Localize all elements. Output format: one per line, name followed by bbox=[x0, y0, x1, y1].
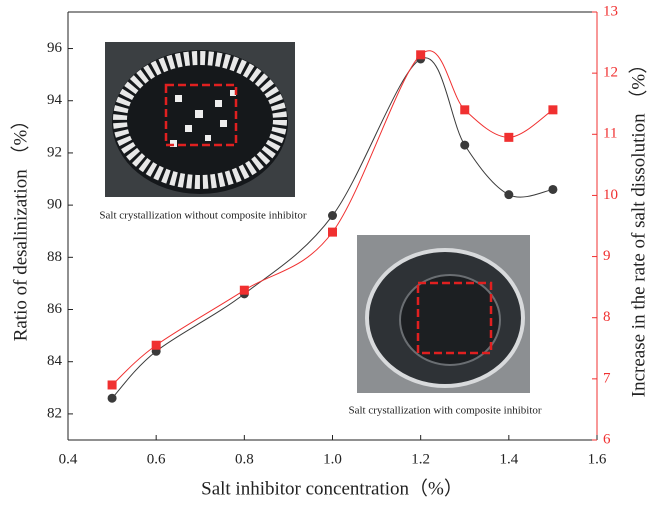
y-tick-label: 84 bbox=[47, 353, 63, 369]
marker bbox=[328, 228, 337, 237]
y2-tick-label: 9 bbox=[603, 248, 611, 264]
y-tick-label: 96 bbox=[47, 40, 63, 56]
y-tick-label: 94 bbox=[47, 92, 63, 108]
x-tick-label: 0.8 bbox=[235, 451, 254, 467]
x-axis-title: Salt inhibitor concentration（%） bbox=[201, 477, 463, 499]
y2-tick-label: 8 bbox=[603, 309, 611, 325]
marker bbox=[152, 341, 161, 350]
marker bbox=[504, 133, 513, 142]
annotation: Salt crystallization with composite inhi… bbox=[348, 405, 541, 417]
y2-tick-label: 10 bbox=[603, 187, 618, 203]
y-tick-label: 90 bbox=[47, 197, 62, 213]
x-tick-label: 0.6 bbox=[147, 451, 166, 467]
y2-tick-label: 7 bbox=[603, 370, 611, 386]
dish-inner bbox=[400, 275, 500, 365]
marker bbox=[548, 105, 557, 114]
marker bbox=[240, 286, 249, 295]
x-tick-label: 1.2 bbox=[411, 451, 430, 467]
y-tick-label: 92 bbox=[47, 144, 62, 160]
marker bbox=[504, 190, 513, 199]
marker bbox=[108, 394, 117, 403]
y2-tick-label: 12 bbox=[603, 65, 618, 81]
annotation: Salt crystallization without composite i… bbox=[99, 210, 306, 222]
chart: Salt crystallization without composite i… bbox=[0, 0, 655, 501]
y-tick-label: 88 bbox=[47, 249, 62, 265]
y-tick-label: 82 bbox=[47, 405, 62, 421]
y-tick-label: 86 bbox=[47, 301, 63, 317]
marker bbox=[460, 105, 469, 114]
y2-tick-label: 6 bbox=[603, 431, 611, 447]
y-axis-title: Ratio of desalinization （%） bbox=[9, 111, 31, 342]
marker bbox=[460, 141, 469, 150]
marker bbox=[548, 185, 557, 194]
x-tick-label: 1.4 bbox=[499, 451, 518, 467]
marker bbox=[328, 211, 337, 220]
marker bbox=[416, 50, 425, 59]
x-tick-label: 0.4 bbox=[59, 451, 78, 467]
x-tick-label: 1.6 bbox=[588, 451, 607, 467]
marker bbox=[108, 380, 117, 389]
y2-tick-label: 13 bbox=[603, 3, 618, 19]
y2-tick-label: 11 bbox=[603, 126, 617, 142]
y2-axis-title: Increase in the rate of salt dissolution… bbox=[627, 55, 649, 397]
x-tick-label: 1.0 bbox=[323, 451, 342, 467]
